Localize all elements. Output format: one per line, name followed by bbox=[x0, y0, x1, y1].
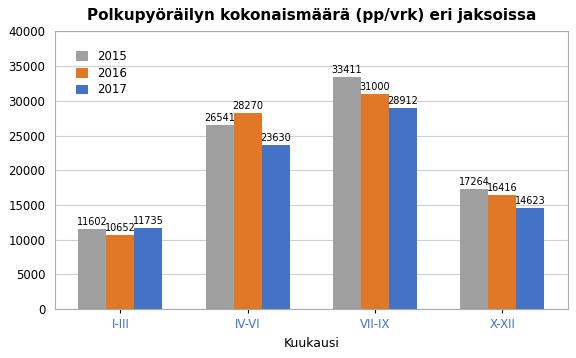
Title: Polkupyöräilyn kokonaismäärä (pp/vrk) eri jaksoissa: Polkupyöräilyn kokonaismäärä (pp/vrk) er… bbox=[86, 8, 536, 23]
Text: 26541: 26541 bbox=[204, 113, 235, 123]
Bar bbox=[107, 235, 134, 309]
Bar bbox=[460, 189, 488, 309]
Bar bbox=[234, 113, 262, 309]
Bar bbox=[389, 108, 417, 309]
Text: 28912: 28912 bbox=[388, 96, 419, 106]
X-axis label: Kuukausi: Kuukausi bbox=[283, 337, 339, 350]
Bar bbox=[361, 94, 389, 309]
Text: 28270: 28270 bbox=[232, 101, 263, 111]
Bar bbox=[262, 145, 290, 309]
Text: 23630: 23630 bbox=[260, 133, 291, 143]
Bar bbox=[488, 195, 516, 309]
Text: 17264: 17264 bbox=[459, 177, 490, 187]
Bar bbox=[206, 125, 234, 309]
Bar bbox=[78, 228, 107, 309]
Legend: 2015, 2016, 2017: 2015, 2016, 2017 bbox=[71, 46, 132, 101]
Text: 11735: 11735 bbox=[133, 216, 164, 226]
Bar bbox=[333, 77, 361, 309]
Text: 10652: 10652 bbox=[105, 223, 136, 233]
Bar bbox=[516, 208, 544, 309]
Bar bbox=[134, 228, 162, 309]
Text: 16416: 16416 bbox=[487, 183, 518, 193]
Text: 14623: 14623 bbox=[515, 195, 545, 205]
Text: 11602: 11602 bbox=[77, 217, 108, 227]
Text: 33411: 33411 bbox=[332, 65, 362, 75]
Text: 31000: 31000 bbox=[359, 82, 391, 92]
